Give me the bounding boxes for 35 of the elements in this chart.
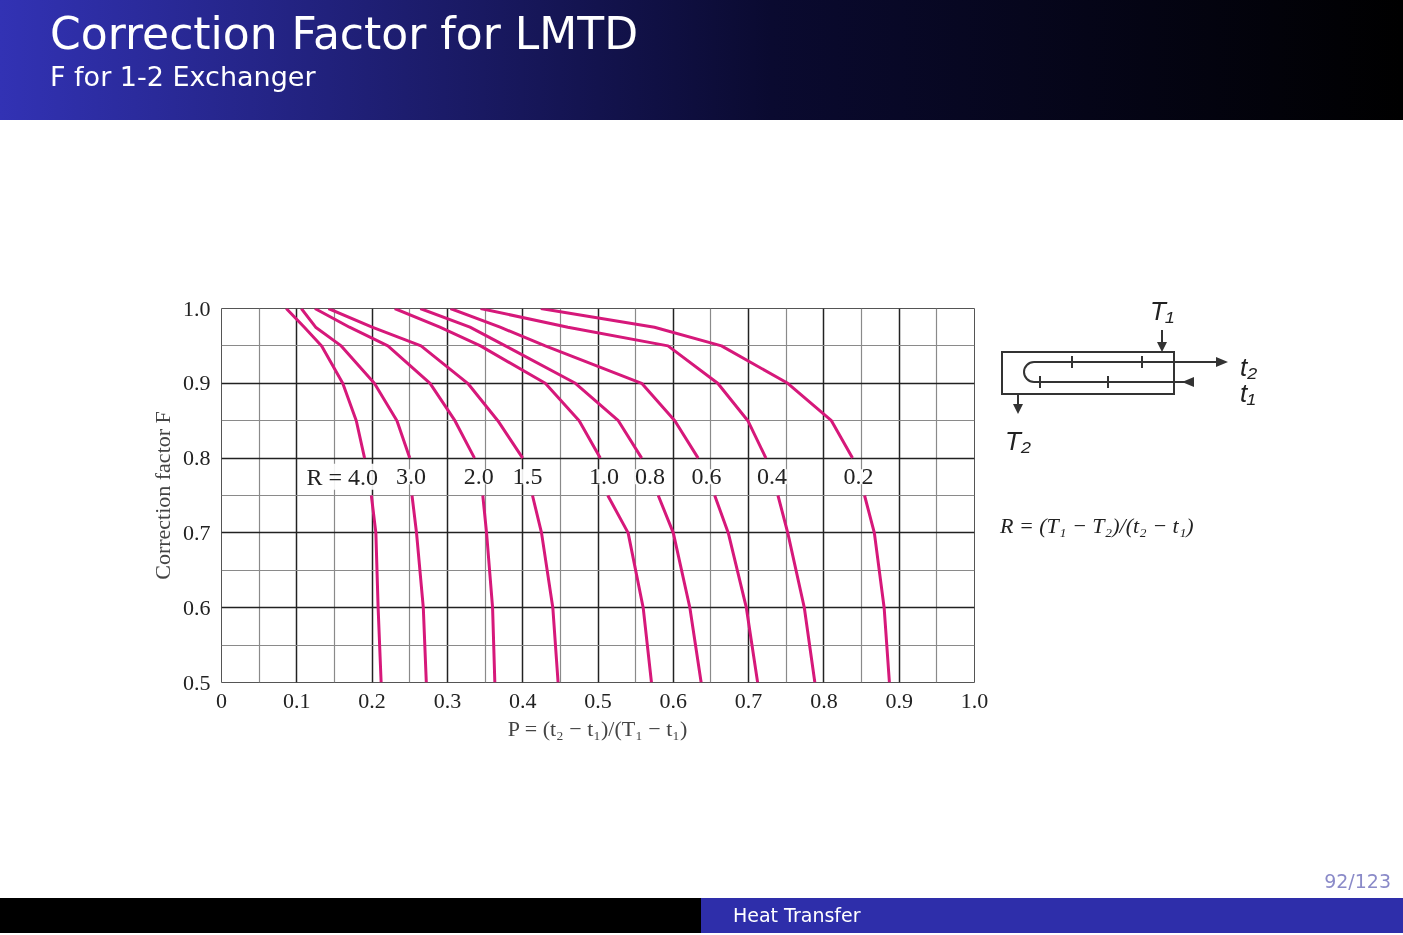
text: T₂ <box>1005 426 1031 456</box>
x-tick-label: 0.8 <box>810 687 838 713</box>
series-label: 0.8 <box>634 463 665 490</box>
series-label: R = 4.0 <box>306 463 378 490</box>
y-tick-label: 1.0 <box>183 295 211 321</box>
x-tick-label: 0.3 <box>433 687 462 713</box>
y-tick-label: 0.6 <box>183 594 211 620</box>
text: T₁ <box>1149 296 1175 326</box>
x-tick-label: 0.2 <box>358 687 386 713</box>
series-label: 2.0 <box>463 463 494 490</box>
series-label: 3.0 <box>395 463 426 490</box>
footer-bar-right: Heat Transfer <box>701 898 1403 933</box>
x-tick-label: 0.4 <box>508 687 537 713</box>
series-label: 1.5 <box>512 463 543 490</box>
y-axis-title: Correction factor F <box>150 411 175 580</box>
series-label: 1.0 <box>589 463 620 490</box>
y-tick-label: 0.7 <box>183 519 211 545</box>
y-tick-label: 0.9 <box>183 370 211 396</box>
x-tick-label: 0.1 <box>283 687 311 713</box>
x-tick-label: 0.5 <box>584 687 612 713</box>
chart-subtitle: F for 1-2 Exchanger <box>50 60 317 94</box>
chart-title: Correction Factor for LMTD <box>50 7 639 60</box>
x-tick-label: 0 <box>216 687 227 713</box>
x-tick-label: 0.6 <box>659 687 688 713</box>
x-axis-title: P = (t₂ − t₁)/(T₁ − t₁) <box>507 715 688 741</box>
text: R = (T₁ − T₂)/(t₂ − t₁) <box>1000 513 1194 538</box>
y-tick-label: 0.8 <box>183 445 211 471</box>
x-tick-label: 0.9 <box>885 687 913 713</box>
series-label: 0.6 <box>691 463 722 490</box>
x-tick-label: 0.7 <box>734 687 763 713</box>
text: 92/123 <box>1324 869 1391 894</box>
x-tick-label: 1.0 <box>960 687 989 713</box>
series-label: 0.2 <box>843 463 874 490</box>
y-tick-label: 0.5 <box>183 669 211 695</box>
series-label: 0.4 <box>756 463 787 490</box>
